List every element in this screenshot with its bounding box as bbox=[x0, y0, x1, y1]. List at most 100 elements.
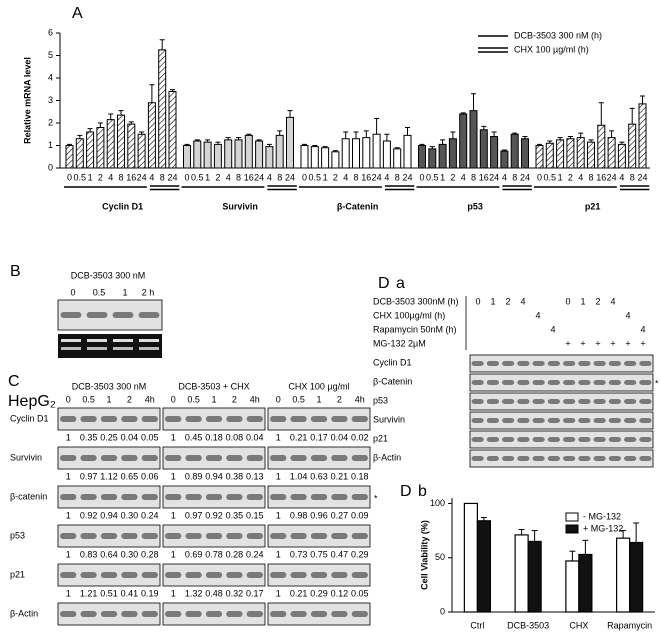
bar bbox=[510, 133, 519, 169]
x-tick-label: 0.5 bbox=[426, 172, 439, 182]
y-tick-label: 100 bbox=[430, 498, 445, 508]
lane-label: 1 bbox=[106, 394, 111, 404]
lane-label: 1 bbox=[122, 287, 127, 297]
band bbox=[60, 494, 77, 500]
band bbox=[226, 533, 243, 539]
bar bbox=[535, 145, 544, 169]
x-tick-label: 0 bbox=[302, 172, 307, 182]
x-tick-label: 2 bbox=[450, 172, 455, 182]
condition-label: DCB-3503 300nM (h) bbox=[373, 296, 459, 306]
band bbox=[351, 416, 368, 422]
error-bar bbox=[501, 149, 507, 152]
band bbox=[578, 361, 591, 366]
bar bbox=[117, 114, 125, 169]
legend-label: + MG-132 bbox=[583, 523, 623, 533]
band bbox=[639, 399, 652, 404]
band bbox=[471, 437, 484, 442]
condition-value: 1 bbox=[580, 296, 585, 306]
band bbox=[639, 380, 652, 385]
quant-label: 1 bbox=[171, 549, 176, 559]
y-tick-label: 5 bbox=[48, 50, 53, 60]
blot-label: β-Actin bbox=[373, 452, 401, 462]
condition-value: 4 bbox=[550, 324, 555, 334]
panel-label: D bbox=[400, 483, 412, 500]
band bbox=[532, 456, 545, 461]
quant-label: 0.38 bbox=[226, 471, 244, 481]
marker: * bbox=[374, 493, 378, 503]
quant-label: 0.30 bbox=[121, 510, 139, 520]
error-bar bbox=[184, 143, 190, 146]
blot bbox=[469, 430, 654, 449]
band bbox=[486, 437, 499, 442]
x-tick-label: 24 bbox=[254, 172, 264, 182]
error-bar bbox=[569, 550, 576, 561]
band bbox=[80, 572, 97, 578]
band bbox=[563, 380, 576, 385]
bar bbox=[127, 123, 136, 169]
x-tick-label: 8 bbox=[160, 172, 165, 182]
band bbox=[502, 399, 515, 404]
band bbox=[270, 611, 287, 617]
band bbox=[547, 399, 560, 404]
quant-label: 0.75 bbox=[310, 549, 328, 559]
band bbox=[593, 380, 606, 385]
band bbox=[593, 361, 606, 366]
quant-label: 0.63 bbox=[310, 471, 328, 481]
error-bar bbox=[405, 127, 410, 136]
quant-label: 0.24 bbox=[246, 549, 264, 559]
quant-label: 1 bbox=[276, 549, 281, 559]
bar bbox=[203, 141, 212, 169]
condition-value: + bbox=[625, 338, 630, 348]
band bbox=[593, 437, 606, 442]
band bbox=[141, 611, 158, 617]
band bbox=[270, 416, 287, 422]
condition-value: 4 bbox=[625, 310, 630, 320]
x-tick-label: DCB-3503 bbox=[507, 620, 549, 630]
bar bbox=[403, 134, 412, 169]
quant-label: 1 bbox=[66, 549, 71, 559]
error-bar bbox=[619, 141, 625, 145]
x-tick-label: 4 bbox=[108, 172, 113, 182]
x-tick-label: 8 bbox=[630, 172, 635, 182]
error-bar bbox=[215, 141, 221, 145]
band bbox=[517, 399, 530, 404]
band bbox=[246, 494, 263, 500]
y-tick-label: 1 bbox=[48, 140, 53, 150]
quant-label: 1 bbox=[276, 510, 281, 520]
x-tick-label: 24 bbox=[637, 172, 647, 182]
band bbox=[246, 611, 263, 617]
quant-label: 0.09 bbox=[351, 510, 369, 520]
bar bbox=[352, 138, 360, 169]
condition-label: Rapamycin 50nM (h) bbox=[373, 324, 457, 334]
quant-label: 0.25 bbox=[100, 432, 118, 442]
blot bbox=[267, 446, 371, 470]
bar bbox=[638, 103, 647, 169]
error-bar bbox=[277, 130, 283, 136]
band bbox=[486, 399, 499, 404]
band bbox=[165, 494, 182, 500]
y-tick-label: 0 bbox=[440, 606, 445, 616]
group-label: β-Catenin bbox=[337, 201, 379, 211]
band bbox=[100, 494, 118, 500]
quant-label: 0.65 bbox=[121, 471, 139, 481]
band bbox=[185, 416, 202, 422]
bar bbox=[224, 139, 233, 169]
quant-label: 0.06 bbox=[141, 471, 159, 481]
band bbox=[246, 455, 263, 461]
quant-label: 1.21 bbox=[80, 588, 98, 598]
quant-label: 0.69 bbox=[185, 549, 203, 559]
quant-label: 0.05 bbox=[141, 432, 159, 442]
band bbox=[290, 533, 307, 539]
band bbox=[608, 456, 621, 461]
x-tick-label: CHX bbox=[569, 620, 588, 630]
x-tick-label: 16 bbox=[244, 172, 254, 182]
band bbox=[205, 572, 223, 578]
quant-label: 0.73 bbox=[290, 549, 308, 559]
band bbox=[80, 455, 97, 461]
blot bbox=[162, 446, 266, 470]
error-bar bbox=[170, 89, 175, 92]
quant-label: 0.18 bbox=[351, 471, 369, 481]
band bbox=[165, 455, 182, 461]
quant-label: 1 bbox=[171, 471, 176, 481]
error-bar bbox=[547, 140, 553, 144]
